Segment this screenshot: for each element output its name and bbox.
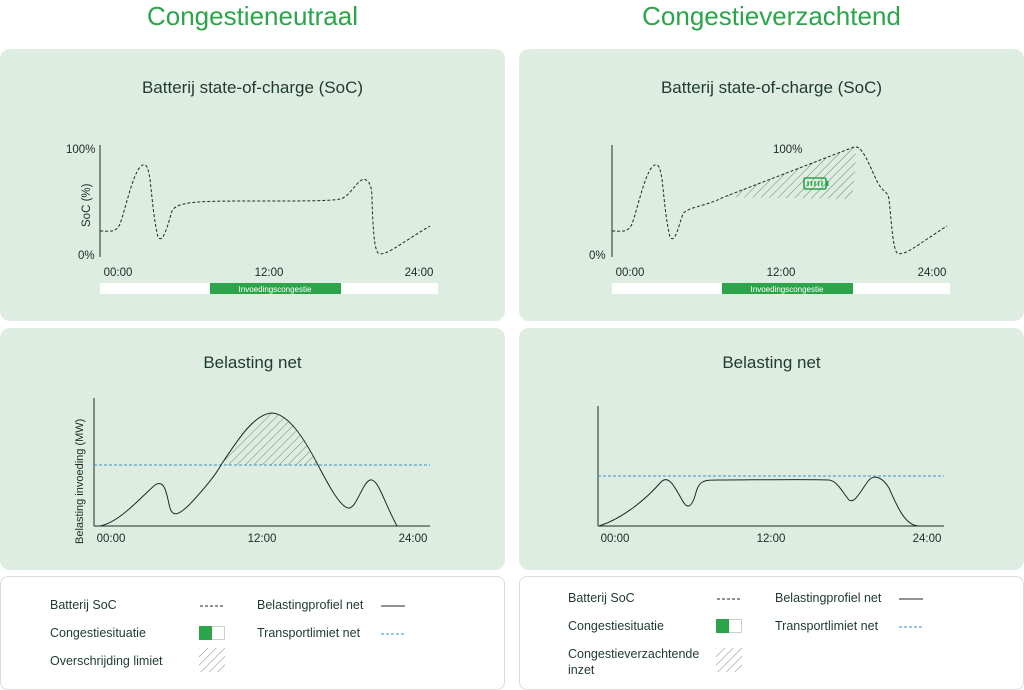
right-grid-xtick-24: 24:00 (913, 533, 942, 545)
legend-transport-label: Transportlimiet net (257, 626, 361, 640)
right-soc-xtick-12: 12:00 (767, 267, 796, 279)
right-soc-title: Batterij state-of-charge (SoC) (660, 78, 883, 97)
left-soc-ytick-0: 0% (78, 250, 95, 262)
left-grid-xtick-0: 00:00 (97, 533, 126, 545)
left-soc-xtick-24: 24:00 (405, 267, 434, 279)
right-soc-curve (611, 146, 948, 255)
left-soc-curve (99, 164, 431, 255)
legend-profile-label: Belastingprofiel net (257, 598, 364, 612)
right-soc-chart: 0% 100% 00:00 12:00 24:00 Invoedingscong… (589, 144, 950, 294)
battery-icon (803, 177, 829, 190)
legend-right-profile-line-icon (899, 598, 923, 600)
legend-right-soc-label: Batterij SoC (568, 591, 635, 605)
right-grid-chart: 00:00 12:00 24:00 (597, 406, 944, 545)
left-congestion-label: Invoedingscongestie (239, 285, 312, 294)
right-congestion-bar (722, 283, 853, 294)
right-soc-xtick-24: 24:00 (918, 267, 947, 279)
legend-right-congestion-label: Congestiesituatie (568, 619, 664, 633)
left-soc-ylabel: SoC (%) (81, 183, 93, 227)
left-soc-ytick-100: 100% (66, 144, 95, 156)
legend-soc-label: Batterij SoC (50, 598, 117, 612)
left-soc-chart: 100% 0% SoC (%) 00:00 12:00 24:00 Invoed… (66, 144, 438, 294)
heading-congestieverzachtend: Congestieverzachtend (642, 1, 901, 31)
right-grid-xtick-0: 00:00 (601, 533, 630, 545)
legend-congestion-label: Congestiesituatie (50, 626, 146, 640)
left-soc-xtick-0: 00:00 (104, 267, 133, 279)
left-soc-xtick-12: 12:00 (255, 267, 284, 279)
right-soc-xtick-0: 00:00 (616, 267, 645, 279)
left-grid-xtick-12: 12:00 (248, 533, 277, 545)
right-grid-title: Belasting net (722, 353, 821, 372)
left-exceed-hatch (221, 413, 318, 465)
legend-right-soc-dashed-icon (717, 598, 741, 600)
left-soc-panel: Batterij state-of-charge (SoC) 100% 0% S… (0, 49, 505, 321)
legend-right-congestion-swatch-icon (716, 619, 742, 633)
legend-hatch-icon (199, 648, 225, 672)
right-soc-ytick-0: 0% (589, 250, 606, 262)
legend-right-hatch-icon (716, 648, 742, 672)
right-congestion-label: Invoedingscongestie (751, 285, 824, 294)
left-congestion-bar (210, 283, 341, 294)
legend-right-transport-label: Transportlimiet net (775, 619, 879, 633)
left-load-curve (99, 412, 398, 527)
right-soc-panel: Batterij state-of-charge (SoC) 0% 100% 0… (519, 49, 1024, 321)
legend-right-mitigation-label: Congestieverzachtende inzet (568, 647, 700, 677)
right-grid-xtick-12: 12:00 (757, 533, 786, 545)
legend-transport-dashed-icon (381, 633, 405, 635)
legend-right-transport-dashed-icon (899, 626, 923, 628)
right-legend: Batterij SoC Belastingprofiel net Conges… (519, 576, 1024, 690)
legend-right-profile-label: Belastingprofiel net (775, 591, 882, 605)
legend-congestion-swatch-icon (199, 626, 225, 640)
left-soc-title: Batterij state-of-charge (SoC) (141, 78, 364, 97)
right-mitigation-hatch (724, 147, 856, 199)
left-grid-panel: Belasting net Belasting invoeding (MW) 0… (0, 328, 505, 570)
left-grid-chart: Belasting invoeding (MW) 00:00 12:00 24:… (74, 398, 430, 545)
right-soc-peak-label: 100% (773, 144, 802, 156)
legend-exceed-label: Overschrijding limiet (50, 654, 163, 668)
left-grid-xtick-24: 24:00 (399, 533, 428, 545)
legend-soc-dashed-icon (200, 605, 224, 607)
left-grid-title: Belasting net (203, 353, 302, 372)
legend-profile-line-icon (381, 605, 405, 607)
heading-congestieneutraal: Congestieneutraal (146, 1, 359, 31)
left-grid-ylabel: Belasting invoeding (MW) (74, 419, 86, 544)
left-legend: Batterij SoC Belastingprofiel net Conges… (0, 576, 505, 690)
right-grid-panel: Belasting net 00:00 12:00 24:00 (519, 328, 1024, 570)
right-load-curve (598, 476, 920, 527)
